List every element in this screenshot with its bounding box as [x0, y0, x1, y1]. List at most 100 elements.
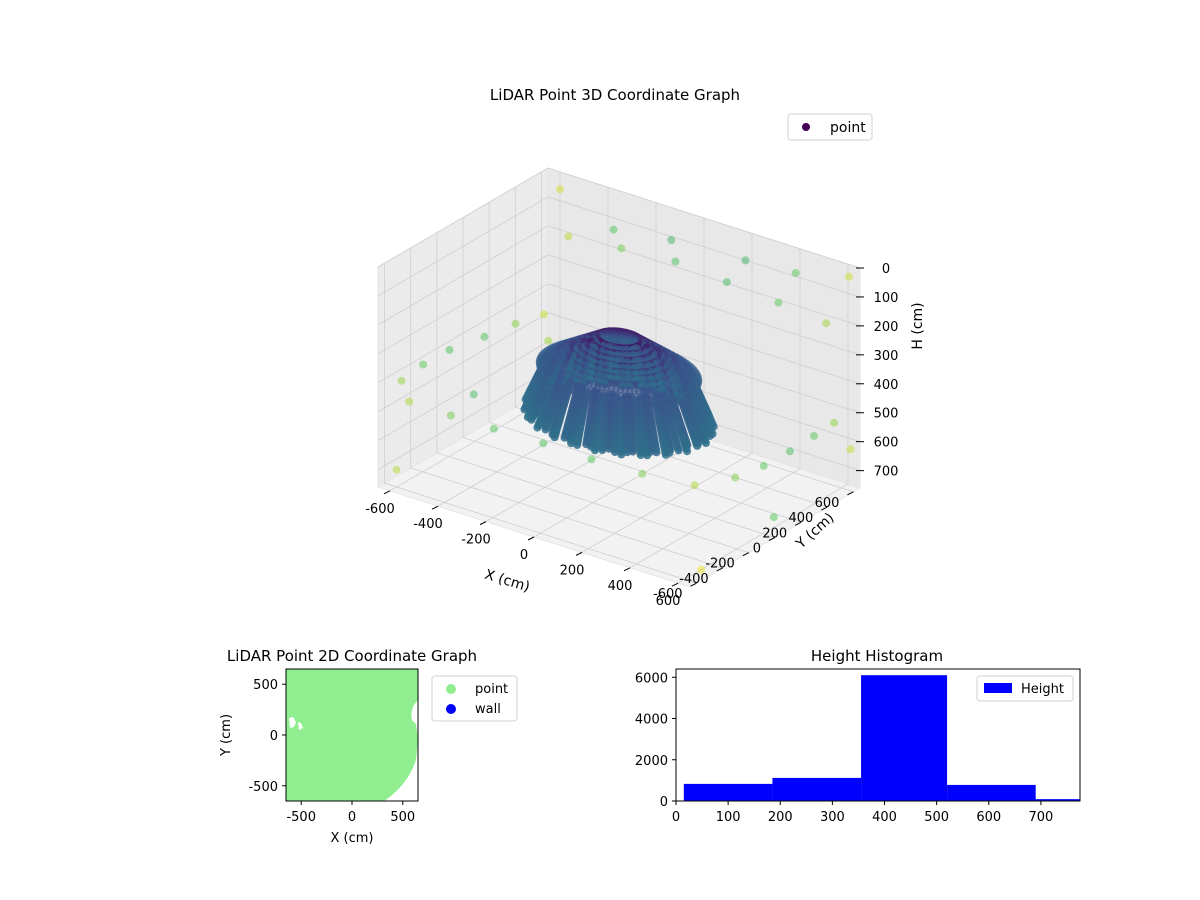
data-point: [550, 433, 559, 442]
chart-2d-xlabel: X (cm): [331, 831, 374, 846]
data-point: [587, 455, 596, 464]
data-point: [397, 376, 406, 385]
legend-height-label: Height: [1021, 682, 1064, 697]
y-tick-label: 6000: [635, 671, 668, 686]
histogram-bar: [772, 777, 862, 801]
grid-line-y: [436, 232, 749, 554]
data-point: [643, 451, 652, 460]
grid-line-y: [384, 263, 697, 584]
y-tick-label: 600: [815, 496, 840, 511]
chart-3d-points: [392, 185, 855, 574]
data-point: [674, 446, 683, 455]
z-tick-label: 0: [882, 262, 890, 277]
grid-line-x: [677, 264, 849, 584]
x-tick-label: 500: [924, 810, 949, 825]
x-tick-label: 600: [656, 594, 681, 609]
y-tick-label: -600: [653, 587, 683, 602]
data-point: [405, 397, 414, 406]
y-tick: [768, 537, 776, 541]
x-tick: [383, 490, 391, 495]
legend-point-label: point: [475, 682, 508, 697]
data-point: [769, 513, 778, 522]
y-tick: [742, 552, 750, 557]
data-point: [722, 278, 731, 287]
data-point: [741, 256, 750, 265]
grid-line-y: [488, 202, 802, 523]
chart-3d: LiDAR Point 3D Coordinate Graph -600-400…: [365, 86, 926, 609]
data-point: [419, 360, 428, 369]
grid-line-z: [377, 196, 861, 298]
data-point: [539, 439, 548, 448]
x-tick-label: 200: [560, 563, 585, 578]
data-point: [671, 257, 680, 266]
data-point: [830, 418, 839, 427]
point-cloud-area: [286, 669, 418, 801]
data-point: [661, 450, 670, 459]
chart-2d-ylabel: Y (cm): [219, 714, 234, 757]
data-point: [567, 439, 576, 448]
legend-height-swatch: [984, 683, 1012, 693]
data-point: [446, 411, 455, 420]
x-tick-label: 300: [820, 810, 845, 825]
data-point: [759, 461, 768, 470]
grid-line-y: [514, 187, 828, 508]
data-point: [774, 298, 783, 307]
data-point: [701, 439, 710, 447]
chart-histogram: Height Histogram 0 100 200 300 400 500 600 7000…: [635, 647, 1081, 825]
data-point: [469, 390, 478, 399]
z-tick-label: 700: [874, 465, 899, 480]
legend-point-marker: [802, 123, 810, 131]
data-point: [556, 185, 564, 194]
x-tick-label: 400: [872, 810, 897, 825]
data-point: [533, 423, 542, 432]
histogram-title: Height Histogram: [811, 647, 943, 665]
y-tick: [794, 521, 802, 526]
y-tick: [847, 491, 854, 496]
x-tick-label: 500: [390, 810, 415, 825]
data-point: [564, 232, 573, 241]
histogram-bar: [861, 675, 948, 801]
chart-2d: LiDAR Point 2D Coordinate Graph -500 0 500…: [219, 647, 518, 846]
data-point: [846, 445, 855, 454]
y-tick-label: -500: [248, 780, 278, 795]
chart-2d-legend: point wall: [431, 675, 518, 722]
histogram-legend: Height: [976, 675, 1074, 702]
y-tick-label: 500: [253, 678, 278, 693]
data-point: [598, 446, 607, 454]
data-point: [697, 565, 706, 574]
histogram-bar: [947, 784, 1036, 801]
data-point: [786, 447, 794, 456]
x-tick-label: 0: [520, 548, 528, 563]
data-point: [445, 345, 454, 354]
data-point: [810, 431, 818, 440]
x-tick: [431, 505, 439, 510]
x-tick-label: 0: [672, 810, 680, 825]
x-tick-label: 200: [768, 810, 793, 825]
z-tick-label: 100: [874, 291, 899, 306]
chart-3d-zlabel: H (cm): [910, 302, 926, 349]
legend-wall-marker: [446, 704, 456, 714]
z-tick-label: 400: [874, 378, 899, 393]
data-point: [617, 450, 626, 459]
y-tick: [716, 567, 723, 572]
grid-line-x: [629, 248, 801, 569]
data-point: [617, 244, 626, 253]
y-tick-label: -400: [679, 572, 709, 587]
chart-3d-legend: point: [787, 113, 873, 141]
y-tick-label: 0: [270, 729, 278, 744]
grid-line-x: [581, 233, 753, 553]
data-point: [690, 481, 699, 490]
data-point: [731, 473, 740, 482]
x-tick: [527, 536, 535, 541]
histogram-frame: [675, 668, 1081, 802]
data-point: [791, 269, 800, 277]
x-tick-label: 600: [976, 810, 1001, 825]
data-point: [693, 441, 702, 450]
x-tick: [671, 582, 679, 587]
x-tick-label: 700: [1028, 810, 1053, 825]
x-tick: [623, 567, 631, 572]
legend-point-marker: [446, 684, 456, 694]
y-tick-label: 0: [660, 795, 668, 810]
histogram-bar: [683, 783, 773, 801]
